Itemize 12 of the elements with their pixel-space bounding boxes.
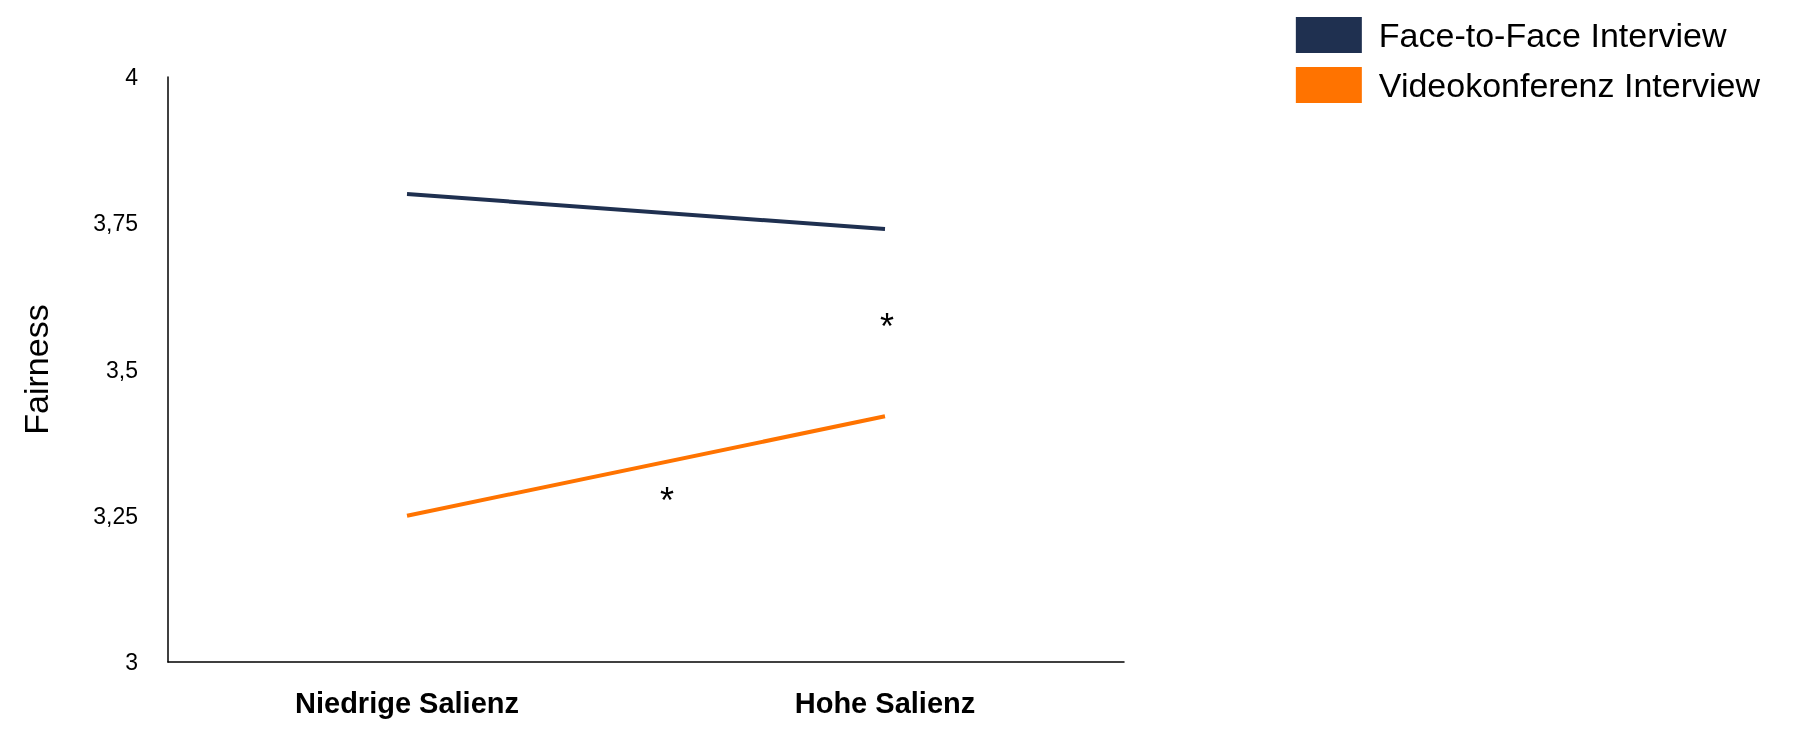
legend-label: Videokonferenz Interview xyxy=(1378,66,1761,104)
y-tick-label: 3 xyxy=(125,649,138,675)
y-tick-label: 3,75 xyxy=(93,210,138,237)
x-tick-label: Hohe Salienz xyxy=(794,686,976,719)
annotation: * xyxy=(880,305,895,347)
y-axis-title: Fairness xyxy=(17,304,55,435)
y-tick-label: 3,25 xyxy=(93,502,138,529)
x-tick-label: Niedrige Salienz xyxy=(294,686,520,719)
annotation: * xyxy=(660,479,675,521)
y-tick-label: 3,5 xyxy=(106,356,138,383)
y-tick-label: 4 xyxy=(125,64,139,90)
legend-label: Face-to-Face Interview xyxy=(1378,16,1727,54)
